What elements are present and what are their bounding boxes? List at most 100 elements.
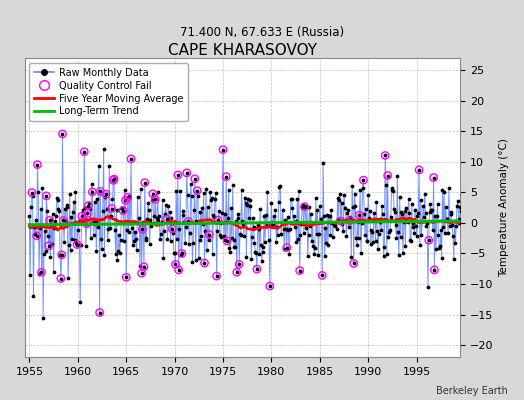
Point bbox=[372, 198, 380, 205]
Point bbox=[195, 236, 204, 243]
Point bbox=[174, 267, 183, 273]
Point bbox=[296, 267, 304, 274]
Point bbox=[151, 196, 159, 202]
Point bbox=[90, 232, 98, 238]
Point bbox=[188, 193, 196, 200]
Point bbox=[196, 209, 205, 215]
Point bbox=[400, 208, 409, 214]
Point bbox=[249, 215, 257, 221]
Point bbox=[278, 220, 286, 226]
Point bbox=[279, 207, 287, 214]
Point bbox=[266, 283, 274, 289]
Point bbox=[259, 244, 268, 250]
Point bbox=[34, 189, 42, 196]
Point bbox=[143, 216, 151, 222]
Point bbox=[266, 223, 275, 230]
Point bbox=[261, 238, 269, 245]
Point bbox=[99, 208, 107, 214]
Point bbox=[149, 220, 158, 226]
Point bbox=[341, 204, 349, 211]
Point bbox=[202, 186, 210, 192]
Point bbox=[160, 228, 168, 235]
Point bbox=[366, 208, 374, 214]
Point bbox=[349, 204, 357, 210]
Point bbox=[178, 250, 186, 257]
Point bbox=[152, 220, 160, 227]
Point bbox=[178, 250, 186, 257]
Point bbox=[420, 214, 428, 220]
Point bbox=[239, 221, 247, 227]
Point bbox=[28, 189, 36, 196]
Point bbox=[109, 177, 117, 184]
Point bbox=[421, 191, 429, 197]
Point bbox=[80, 148, 89, 155]
Point bbox=[184, 218, 192, 224]
Point bbox=[449, 233, 457, 240]
Point bbox=[185, 241, 193, 248]
Point bbox=[362, 206, 370, 213]
Point bbox=[305, 204, 313, 210]
Point bbox=[426, 201, 434, 207]
Point bbox=[203, 247, 211, 254]
Point bbox=[274, 232, 282, 238]
Point bbox=[307, 211, 315, 218]
Point bbox=[383, 251, 391, 257]
Point bbox=[98, 246, 106, 252]
Point bbox=[113, 257, 122, 263]
Point bbox=[121, 186, 129, 193]
Point bbox=[105, 163, 114, 169]
Point bbox=[282, 226, 290, 233]
Point bbox=[366, 241, 375, 248]
Point bbox=[83, 210, 92, 216]
Point bbox=[177, 252, 185, 258]
Point bbox=[94, 224, 102, 230]
Point bbox=[399, 250, 407, 256]
Point bbox=[115, 232, 123, 238]
Point bbox=[133, 247, 141, 254]
Point bbox=[44, 233, 52, 239]
Point bbox=[137, 270, 146, 276]
Point bbox=[130, 237, 138, 244]
Point bbox=[270, 222, 279, 229]
Point bbox=[43, 207, 51, 214]
Point bbox=[321, 225, 330, 232]
Point bbox=[45, 242, 53, 249]
Point bbox=[345, 217, 354, 224]
Point bbox=[127, 156, 135, 162]
Point bbox=[424, 284, 432, 290]
Point bbox=[456, 204, 464, 210]
Point bbox=[128, 242, 137, 248]
Point bbox=[231, 243, 239, 250]
Point bbox=[218, 210, 226, 217]
Point bbox=[277, 230, 285, 237]
Point bbox=[238, 218, 247, 225]
Point bbox=[163, 235, 171, 242]
Point bbox=[137, 270, 146, 276]
Point bbox=[454, 198, 462, 204]
Point bbox=[112, 250, 120, 257]
Point bbox=[272, 238, 280, 245]
Point bbox=[77, 242, 85, 248]
Point bbox=[378, 203, 386, 209]
Point bbox=[52, 212, 60, 219]
Point bbox=[224, 186, 233, 193]
Point bbox=[209, 212, 217, 218]
Point bbox=[137, 186, 145, 192]
Point bbox=[261, 212, 270, 219]
Point bbox=[62, 204, 71, 210]
Point bbox=[237, 187, 246, 194]
Point bbox=[50, 224, 59, 231]
Point bbox=[403, 218, 412, 225]
Point bbox=[28, 192, 37, 199]
Point bbox=[313, 207, 322, 213]
Point bbox=[457, 191, 466, 198]
Y-axis label: Temperature Anomaly (°C): Temperature Anomaly (°C) bbox=[499, 138, 509, 277]
Point bbox=[394, 228, 402, 235]
Point bbox=[122, 274, 130, 280]
Point bbox=[110, 176, 118, 182]
Point bbox=[200, 190, 208, 196]
Point bbox=[359, 177, 368, 183]
Point bbox=[264, 222, 272, 229]
Point bbox=[396, 193, 404, 200]
Point bbox=[228, 235, 236, 241]
